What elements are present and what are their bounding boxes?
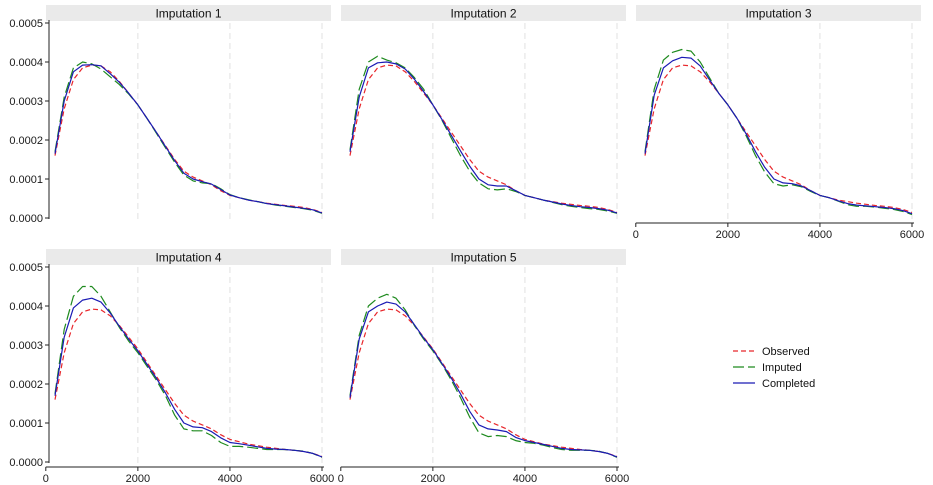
- series-line-completed: [349, 61, 618, 214]
- y-tick-label: 0.0000: [9, 457, 43, 469]
- panel-title: Imputation 4: [155, 251, 221, 265]
- panels-layer: Imputation 1 0.0000 0.0001 0.0002 0.0003 0.00…: [9, 5, 924, 485]
- panel-title: Imputation 2: [450, 7, 516, 21]
- y-tick-label: 0.0001: [9, 174, 43, 186]
- legend-label-completed: Completed: [762, 378, 815, 390]
- series-line-observed: [349, 308, 618, 458]
- series-line-completed: [349, 301, 618, 458]
- legend: Observed Imputed Completed: [733, 346, 815, 390]
- panel-5: Imputation 5 0 2000 4000 6000: [338, 249, 629, 485]
- y-tick-label: 0.0002: [9, 135, 43, 147]
- x-tick-label: 4000: [513, 473, 537, 485]
- panel-1: Imputation 1 0.0000 0.0001 0.0002 0.0003 0.00…: [9, 5, 331, 225]
- panel-title-strip: [46, 5, 331, 21]
- series-line-completed: [644, 56, 913, 215]
- y-tick-label: 0.0004: [9, 57, 43, 69]
- x-tick-label: 6000: [310, 473, 334, 485]
- series-line-imputed: [349, 293, 618, 458]
- panel-3: Imputation 3 0 2000 4000 6000: [633, 5, 924, 241]
- legend-label-imputed: Imputed: [762, 362, 802, 374]
- y-tick-label: 0.0003: [9, 340, 43, 352]
- x-tick-label: 2000: [716, 229, 740, 241]
- x-tick-label: 2000: [126, 473, 150, 485]
- y-tick-label: 0.0005: [9, 262, 43, 274]
- y-tick-label: 0.0003: [9, 96, 43, 108]
- series-line-imputed: [349, 55, 618, 214]
- x-tick-label: 2000: [421, 473, 445, 485]
- x-tick-label: 6000: [605, 473, 629, 485]
- panel-title-strip: [636, 5, 921, 21]
- series-line-completed: [54, 297, 323, 458]
- panel-2: Imputation 2: [341, 5, 626, 221]
- y-tick-label: 0.0001: [9, 418, 43, 430]
- panel-title: Imputation 1: [155, 7, 221, 21]
- y-tick-label: 0.0004: [9, 301, 43, 313]
- x-tick-label: 4000: [808, 229, 832, 241]
- panel-title-strip: [341, 5, 626, 21]
- panel-title: Imputation 3: [745, 7, 811, 21]
- x-tick-label: 0: [338, 473, 344, 485]
- panel-title-strip: [46, 249, 331, 265]
- x-tick-label: 0: [633, 229, 639, 241]
- y-tick-label: 0.0002: [9, 379, 43, 391]
- x-tick-label: 4000: [218, 473, 242, 485]
- legend-label-observed: Observed: [762, 346, 810, 358]
- panel-title-strip: [341, 249, 626, 265]
- panel-4: Imputation 4 0.0000 0.0001 0.0002 0.0003 0.00…: [9, 249, 334, 485]
- y-tick-label: 0.0000: [9, 213, 43, 225]
- x-tick-label: 0: [43, 473, 49, 485]
- panel-title: Imputation 5: [450, 251, 516, 265]
- series-line-completed: [54, 64, 323, 214]
- x-tick-label: 6000: [900, 229, 924, 241]
- y-tick-label: 0.0005: [9, 18, 43, 30]
- series-line-observed: [644, 64, 913, 214]
- series-line-observed: [349, 64, 618, 214]
